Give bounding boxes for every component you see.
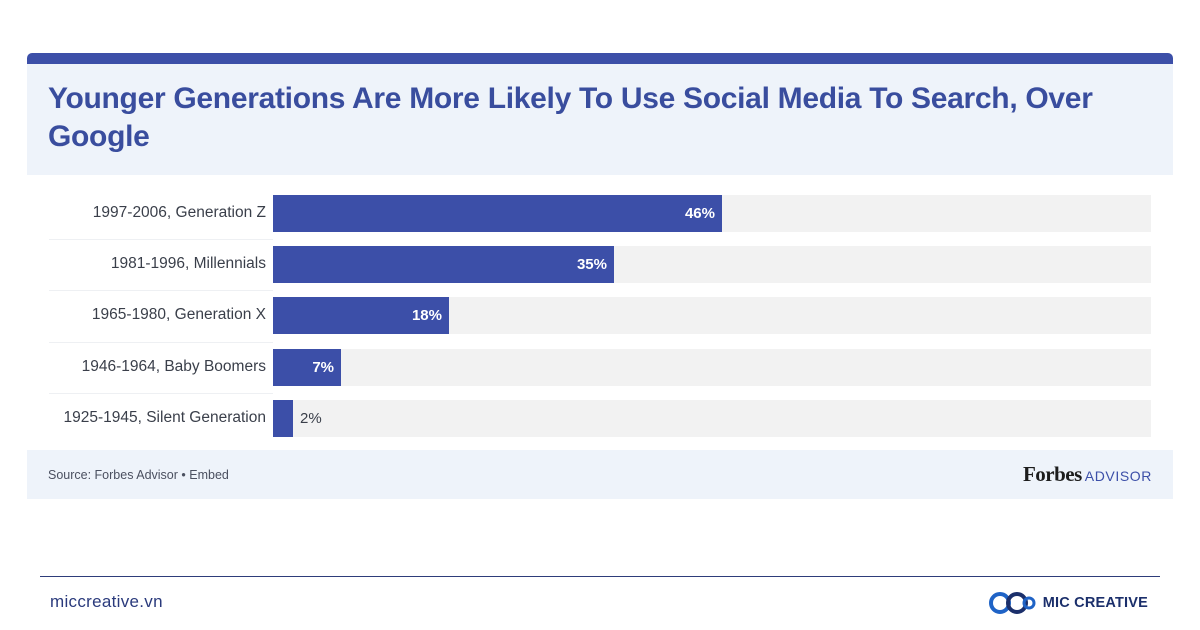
forbes-wordmark: Forbes — [1022, 462, 1082, 486]
value-label: 18% — [411, 307, 442, 324]
row-divider — [49, 290, 273, 291]
bar — [273, 349, 341, 386]
site-url[interactable]: miccreative.vn — [50, 592, 163, 611]
category-label: 1946-1964, Baby Boomers — [81, 358, 266, 375]
value-label: 35% — [576, 256, 607, 273]
chart-card: Younger Generations Are More Likely To U… — [27, 53, 1173, 499]
value-label: 46% — [684, 205, 715, 222]
row-divider — [49, 393, 273, 394]
source-line[interactable]: Source: Forbes Advisor • Embed — [48, 468, 229, 482]
value-label: 2% — [300, 410, 322, 427]
advisor-wordmark: ADVISOR — [1084, 468, 1152, 484]
chart-footer: Source: Forbes Advisor • Embed Forbes ADV… — [27, 450, 1173, 499]
mic-creative-brand: MIC CREATIVE — [987, 588, 1148, 618]
bar — [273, 297, 449, 334]
bar-rows: 1997-2006, Generation Z 46% 1981-1996, Mil… — [27, 53, 1173, 499]
page-footer-rule — [40, 576, 1160, 577]
row-divider — [49, 239, 273, 240]
category-label: 1925-1945, Silent Generation — [63, 409, 266, 426]
row-divider — [49, 342, 273, 343]
chart-header: Younger Generations Are More Likely To U… — [27, 64, 1173, 175]
category-label: 1965-1980, Generation X — [91, 306, 266, 323]
mic-creative-logo-icon — [988, 592, 1036, 614]
bar-track — [273, 400, 1151, 437]
brand-name: MIC CREATIVE — [1042, 595, 1148, 611]
category-label: 1981-1996, Millennials — [110, 255, 266, 272]
chart-title: Younger Generations Are More Likely To U… — [48, 82, 1093, 153]
forbes-advisor-logo: Forbes ADVISOR — [1023, 462, 1152, 487]
bar — [273, 195, 722, 232]
category-label: 1997-2006, Generation Z — [92, 204, 266, 221]
bar — [273, 246, 614, 283]
bar — [273, 400, 293, 437]
bar-track — [273, 349, 1151, 386]
value-label: 7% — [312, 359, 334, 376]
card-top-bar — [27, 53, 1173, 64]
